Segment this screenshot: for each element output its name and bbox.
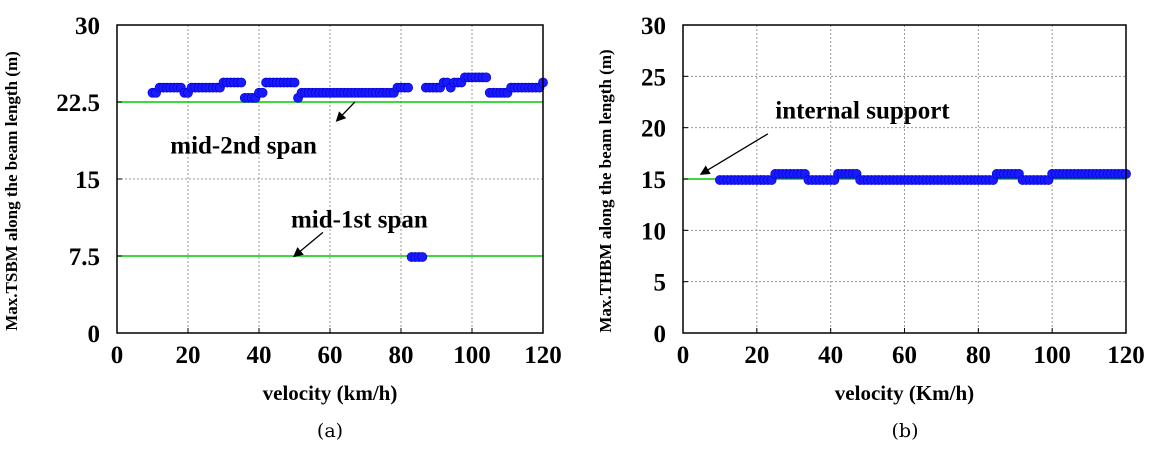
annotation-text: mid-2nd span — [170, 132, 317, 159]
y-tick-label: 0 — [654, 321, 667, 348]
data-point — [290, 78, 299, 87]
y-tick-labels: 0 7.5 15 22.5 30 — [56, 13, 122, 348]
x-tick-label: 100 — [1033, 342, 1071, 369]
y-tick-label: 0 — [88, 321, 101, 348]
x-tick-label: 40 — [818, 342, 843, 369]
x-tick-label: 80 — [389, 342, 414, 369]
chart-panel-a: 0 20 40 60 80 100 120 0 7.5 15 22.5 30 mid-2nd spa… — [2, 13, 562, 442]
y-tick-label: 7.5 — [69, 244, 100, 271]
annotation-arrow — [295, 232, 323, 256]
data-point — [418, 252, 427, 261]
y-tick-labels: 0 5 10 15 20 25 30 — [641, 13, 688, 348]
x-tick-labels: 0 20 40 60 80 100 120 — [111, 328, 562, 369]
x-tick-label: 120 — [524, 342, 562, 369]
x-tick-label: 60 — [318, 342, 343, 369]
y-tick-label: 15 — [75, 167, 100, 194]
y-tick-label: 15 — [641, 167, 666, 194]
y-tick-label: 20 — [641, 116, 666, 143]
chart-panel-b: 0 20 40 60 80 100 120 0 5 10 15 20 25 30 internal su… — [596, 13, 1145, 442]
data-points — [148, 73, 548, 262]
x-tick-label: 0 — [677, 342, 690, 369]
annotation-arrow — [701, 134, 767, 174]
y-axis-label: Max.THBM along the beam length (m) — [596, 49, 615, 332]
y-axis-label: Max.TSBM along the beam length (m) — [2, 51, 21, 331]
x-tick-label: 120 — [1107, 342, 1145, 369]
annotation-arrows — [701, 134, 767, 174]
panel-label-a: (a) — [317, 420, 343, 442]
data-point — [237, 78, 246, 87]
x-tick-label: 60 — [892, 342, 917, 369]
annotation-text: internal support — [775, 97, 950, 124]
x-tick-label: 20 — [744, 342, 769, 369]
x-tick-label: 0 — [111, 342, 124, 369]
data-point — [482, 73, 491, 82]
data-point — [404, 83, 413, 92]
y-tick-label: 30 — [641, 13, 666, 40]
annotation-text: mid-1st span — [291, 206, 428, 233]
y-tick-label: 30 — [75, 13, 100, 40]
y-tick-label: 22.5 — [56, 90, 100, 117]
annotation-arrow — [337, 102, 355, 120]
y-tick-label: 25 — [641, 64, 666, 91]
y-tick-label: 5 — [654, 270, 667, 297]
annotations: mid-2nd span mid-1st span — [170, 132, 428, 233]
annotations: internal support — [775, 97, 950, 124]
y-tick-label: 10 — [641, 218, 666, 245]
data-point — [258, 88, 267, 97]
x-axis-label: velocity (km/h) — [263, 381, 398, 405]
x-tick-label: 40 — [247, 342, 272, 369]
x-tick-labels: 0 20 40 60 80 100 120 — [677, 328, 1145, 369]
grid-lines — [117, 25, 543, 333]
x-tick-label: 20 — [176, 342, 201, 369]
data-points — [715, 169, 1130, 184]
x-tick-label: 80 — [966, 342, 991, 369]
panel-label-b: (b) — [892, 420, 919, 442]
x-axis-label: velocity (Km/h) — [835, 381, 974, 405]
x-tick-label: 100 — [453, 342, 491, 369]
